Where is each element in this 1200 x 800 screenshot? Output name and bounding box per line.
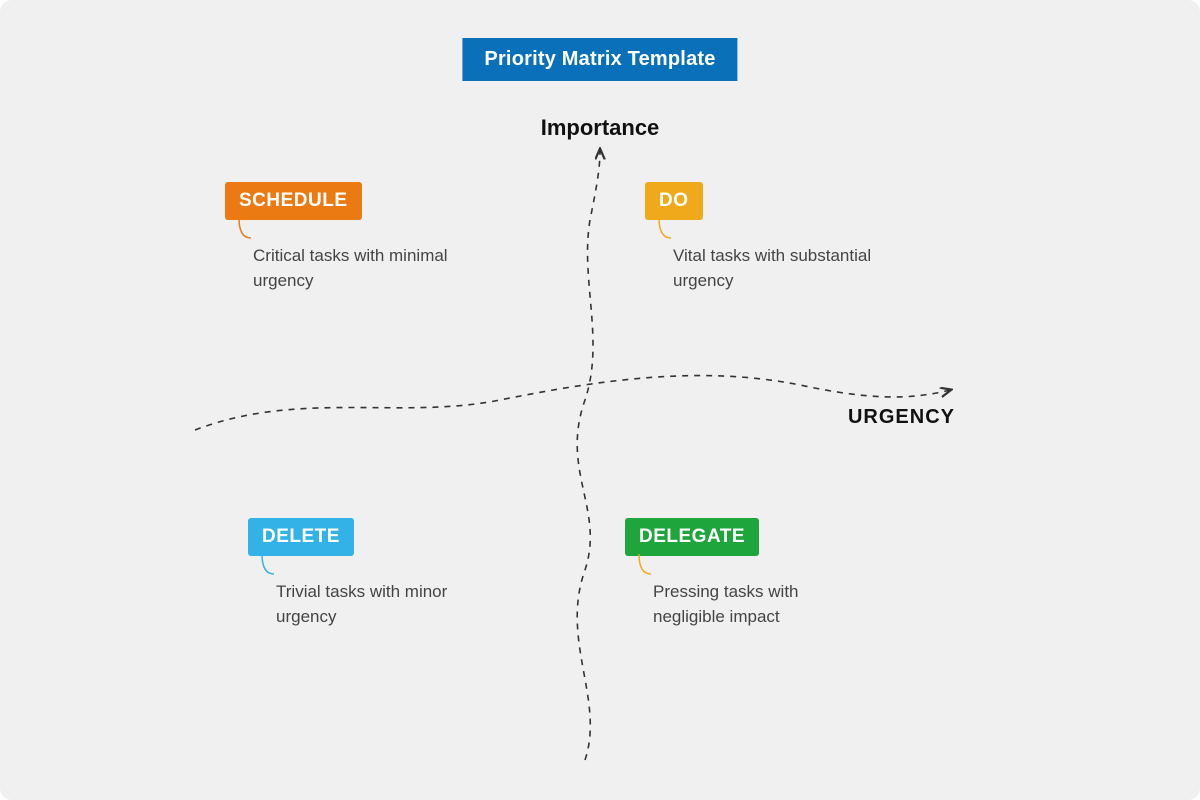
quadrant-delete: DELETE Trivial tasks with minor urgency xyxy=(248,518,548,629)
horizontal-axis xyxy=(195,376,950,430)
do-description: Vital tasks with substantial urgency xyxy=(673,244,873,293)
diagram-title: Priority Matrix Template xyxy=(462,38,737,81)
quadrant-do: DO Vital tasks with substantial urgency xyxy=(645,182,945,293)
schedule-description: Critical tasks with minimal urgency xyxy=(253,244,453,293)
schedule-label: SCHEDULE xyxy=(225,182,362,220)
delete-label: DELETE xyxy=(248,518,354,556)
priority-matrix-canvas: Priority Matrix Template Importance URGE… xyxy=(0,0,1200,800)
delegate-description: Pressing tasks with negligible impact xyxy=(653,580,853,629)
vertical-axis xyxy=(577,150,600,760)
quadrant-delegate: DELEGATE Pressing tasks with negligible … xyxy=(625,518,925,629)
axis-label-importance: Importance xyxy=(541,115,660,141)
delegate-label: DELEGATE xyxy=(625,518,759,556)
quadrant-schedule: SCHEDULE Critical tasks with minimal urg… xyxy=(225,182,525,293)
delete-description: Trivial tasks with minor urgency xyxy=(276,580,476,629)
axis-label-urgency: URGENCY xyxy=(848,406,955,429)
do-label: DO xyxy=(645,182,703,220)
